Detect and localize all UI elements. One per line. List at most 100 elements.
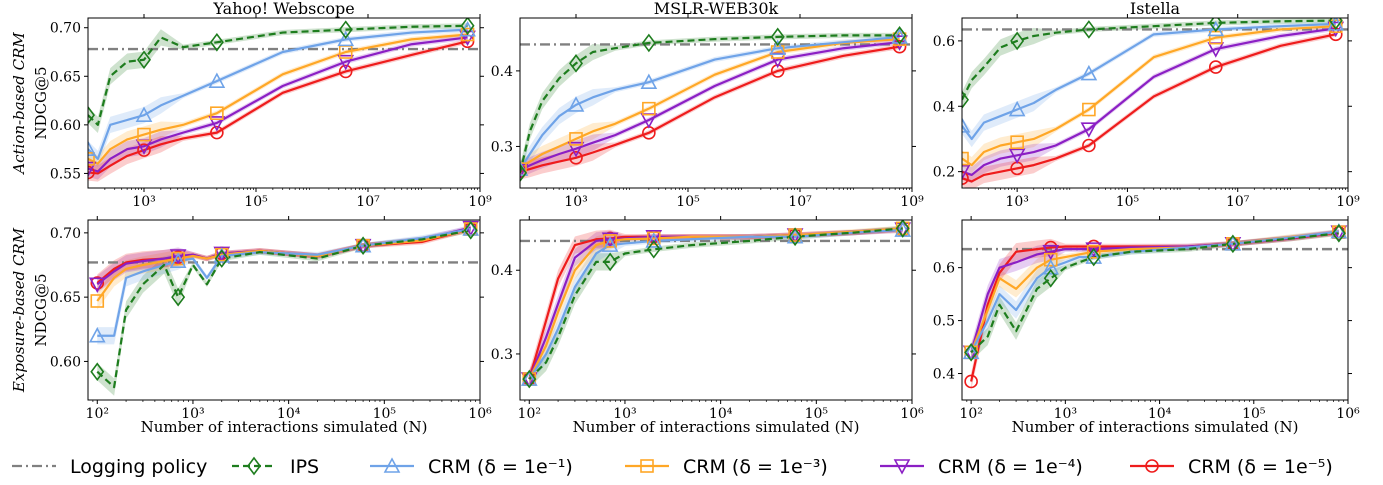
marker-crm3 bbox=[1086, 244, 1101, 259]
marker-crm1 bbox=[208, 72, 226, 88]
marker-ips bbox=[522, 369, 537, 389]
series-line-crm1 bbox=[528, 228, 903, 380]
x-tick-label: 10⁴ bbox=[277, 406, 301, 422]
x-tick-label: 10⁷ bbox=[1226, 194, 1250, 210]
marker-crm1 bbox=[520, 370, 538, 386]
y-tick-label: 0.60 bbox=[50, 118, 81, 134]
series-line-crm5 bbox=[962, 33, 1336, 183]
x-tick-label: 10⁴ bbox=[1148, 406, 1172, 422]
marker-ips bbox=[209, 32, 224, 52]
marker-ips bbox=[1331, 223, 1346, 243]
x-tick-label: 10⁹ bbox=[900, 194, 924, 210]
legend-label: CRM (δ = 1e⁻⁵) bbox=[1188, 456, 1333, 478]
marker-crm3 bbox=[1010, 135, 1024, 150]
marker-crm1 bbox=[1224, 235, 1242, 251]
x-tick-label: 10² bbox=[86, 406, 109, 422]
band-crm1 bbox=[971, 228, 1339, 361]
x-tick-label: 10⁶ bbox=[468, 406, 492, 422]
marker-crm5 bbox=[210, 125, 224, 140]
axes-frame bbox=[519, 219, 913, 401]
x-tick-label: 10⁷ bbox=[788, 194, 812, 210]
panel-title: Yahoo! Webscope bbox=[212, 0, 354, 18]
y-tick-label: 0.4 bbox=[491, 263, 513, 279]
band-crm1 bbox=[520, 34, 900, 178]
marker-crm3 bbox=[90, 294, 105, 308]
legend-marker bbox=[1145, 459, 1159, 473]
series-line-crm3 bbox=[88, 33, 468, 165]
legend-marker bbox=[640, 459, 654, 473]
marker-ips bbox=[770, 27, 785, 47]
x-tick-label: 10⁵ bbox=[1116, 194, 1140, 210]
marker-ips bbox=[90, 362, 105, 382]
y-tick-label: 0.4 bbox=[933, 367, 955, 383]
x-tick-label: 10⁵ bbox=[676, 194, 700, 210]
axes-frame bbox=[961, 17, 1349, 189]
marker-crm1 bbox=[1085, 248, 1103, 264]
marker-crm5 bbox=[569, 150, 583, 165]
marker-ips bbox=[892, 26, 907, 45]
x-tick-label: 10⁵ bbox=[1242, 406, 1266, 422]
marker-ips bbox=[88, 105, 95, 125]
y-tick-label: 0.55 bbox=[50, 166, 81, 182]
x-axis-label: Number of interactions simulated (N) bbox=[141, 418, 428, 436]
marker-ips bbox=[338, 20, 353, 39]
marker-crm5 bbox=[1082, 138, 1096, 153]
marker-crm4 bbox=[520, 163, 529, 180]
marker-crm4 bbox=[567, 141, 585, 158]
legend-label: Logging policy bbox=[70, 456, 207, 478]
marker-crm3 bbox=[1328, 19, 1343, 33]
panel-4: 0.60 0.65 0.70 10² 10³ 10⁴ 10⁵ 10⁶ Number of int… bbox=[32, 216, 492, 436]
panels: Yahoo! Webscope 0.55 0.60 0.65 0.70 10³ 10⁵ 10⁷… bbox=[32, 0, 1360, 436]
marker-ips bbox=[1086, 247, 1101, 267]
x-tick-label: 10⁶ bbox=[900, 406, 924, 422]
x-tick-label: 10³ bbox=[1054, 406, 1077, 422]
legend-marker bbox=[383, 457, 401, 473]
x-tick-label: 10⁵ bbox=[805, 406, 829, 422]
series-line-ips bbox=[96, 229, 471, 389]
marker-crm4 bbox=[337, 54, 355, 71]
marker-crm4 bbox=[601, 232, 619, 248]
marker-ips bbox=[520, 163, 527, 183]
marker-crm4 bbox=[1085, 242, 1103, 258]
x-tick-label: 10³ bbox=[1005, 194, 1028, 210]
legend-label: CRM (δ = 1e⁻⁴) bbox=[938, 456, 1083, 478]
band-crm4 bbox=[97, 225, 471, 293]
row-label: Exposure-based CRM bbox=[10, 227, 28, 393]
series-line-crm1 bbox=[962, 22, 1336, 141]
plot-area bbox=[520, 220, 912, 389]
marker-crm3 bbox=[1043, 252, 1058, 267]
marker-ips bbox=[603, 252, 618, 272]
y-tick-label: 0.2 bbox=[933, 165, 955, 181]
panel-1: Yahoo! Webscope 0.55 0.60 0.65 0.70 10³ 10⁵ 10⁷… bbox=[32, 0, 492, 210]
marker-crm3 bbox=[88, 152, 95, 166]
series-line-crm5 bbox=[88, 40, 468, 175]
y-tick-label: 0.6 bbox=[933, 261, 955, 277]
x-tick-label: 10³ bbox=[181, 406, 204, 422]
plot-area bbox=[88, 220, 480, 396]
series-line-crm4 bbox=[962, 27, 1336, 177]
axes-frame bbox=[519, 17, 913, 189]
marker-ips bbox=[788, 227, 803, 247]
marker-crm3 bbox=[137, 127, 151, 142]
marker-crm1 bbox=[354, 237, 372, 253]
marker-crm4 bbox=[645, 229, 663, 246]
marker-crm1 bbox=[88, 327, 106, 343]
marker-crm4 bbox=[169, 249, 187, 265]
y-axis-label: NDCG@5 bbox=[32, 273, 50, 346]
plot-area bbox=[88, 18, 480, 182]
x-tick-label: 10⁹ bbox=[468, 194, 492, 210]
marker-ips bbox=[641, 33, 656, 53]
marker-crm1 bbox=[135, 106, 153, 122]
panel-3: Istella 0.2 0.4 0.6 10³ 10⁵ 10⁷ 10⁹ bbox=[933, 0, 1360, 210]
y-tick-label: 0.65 bbox=[50, 290, 81, 306]
legend-label: CRM (δ = 1e⁻¹) bbox=[428, 456, 573, 478]
marker-crm4 bbox=[962, 164, 971, 181]
plot-area bbox=[962, 222, 1348, 391]
legend-marker bbox=[893, 459, 911, 475]
marker-crm1 bbox=[786, 228, 804, 244]
marker-crm5 bbox=[892, 39, 907, 54]
marker-ips bbox=[1208, 18, 1223, 33]
x-axis-label: Number of interactions simulated (N) bbox=[1012, 418, 1299, 436]
panel-5: 0.3 0.4 10² 10³ 10⁴ 10⁵ 10⁶ Number of interacti… bbox=[491, 216, 924, 436]
